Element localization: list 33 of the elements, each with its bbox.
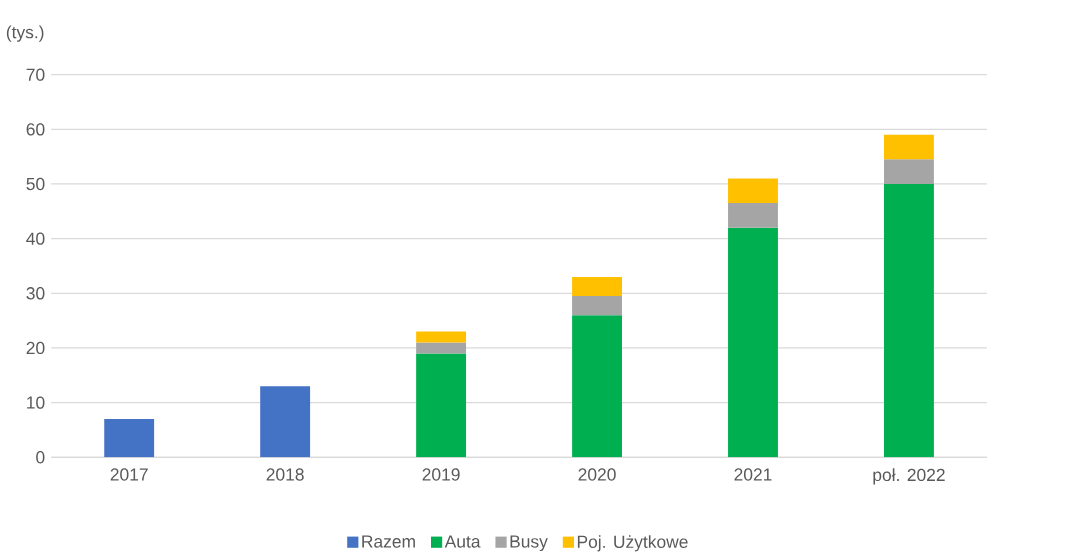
bar bbox=[572, 314, 622, 458]
bar bbox=[883, 159, 934, 184]
y-tick-label: 50 bbox=[26, 177, 45, 190]
y-tick-label: 30 bbox=[26, 286, 45, 300]
bar bbox=[416, 331, 467, 343]
bar bbox=[572, 276, 622, 296]
x-tick-label: 2019 bbox=[422, 468, 460, 481]
bar bbox=[416, 353, 467, 458]
y-tick-label: 10 bbox=[27, 396, 45, 409]
bar bbox=[728, 178, 778, 203]
bar bbox=[104, 418, 155, 458]
y-axis-title: (tys.) bbox=[6, 25, 44, 42]
y-tick-label: 70 bbox=[26, 68, 45, 81]
x-tick-label: 2017 bbox=[110, 468, 148, 481]
bar bbox=[260, 386, 311, 458]
bar bbox=[883, 183, 934, 458]
bar bbox=[416, 342, 467, 354]
x-tick-label: 2021 bbox=[734, 468, 772, 481]
bar bbox=[728, 202, 778, 228]
y-tick-label: 60 bbox=[26, 122, 45, 136]
y-tick-label: 40 bbox=[26, 232, 45, 245]
legend-label: Busy bbox=[510, 535, 548, 551]
x-tick-label: 2020 bbox=[578, 468, 616, 481]
bar bbox=[883, 134, 934, 160]
x-tick-label: poł. 2022 bbox=[873, 468, 945, 485]
bar bbox=[728, 227, 778, 458]
legend-label: Auta bbox=[444, 535, 481, 548]
legend-label: Razem bbox=[362, 535, 415, 548]
legend-label: Poj. Użytkowe bbox=[577, 534, 688, 552]
y-tick-label: 0 bbox=[36, 450, 45, 464]
y-tick-label: 20 bbox=[26, 341, 45, 354]
x-tick-label: 2018 bbox=[266, 468, 304, 481]
bar bbox=[572, 295, 622, 315]
